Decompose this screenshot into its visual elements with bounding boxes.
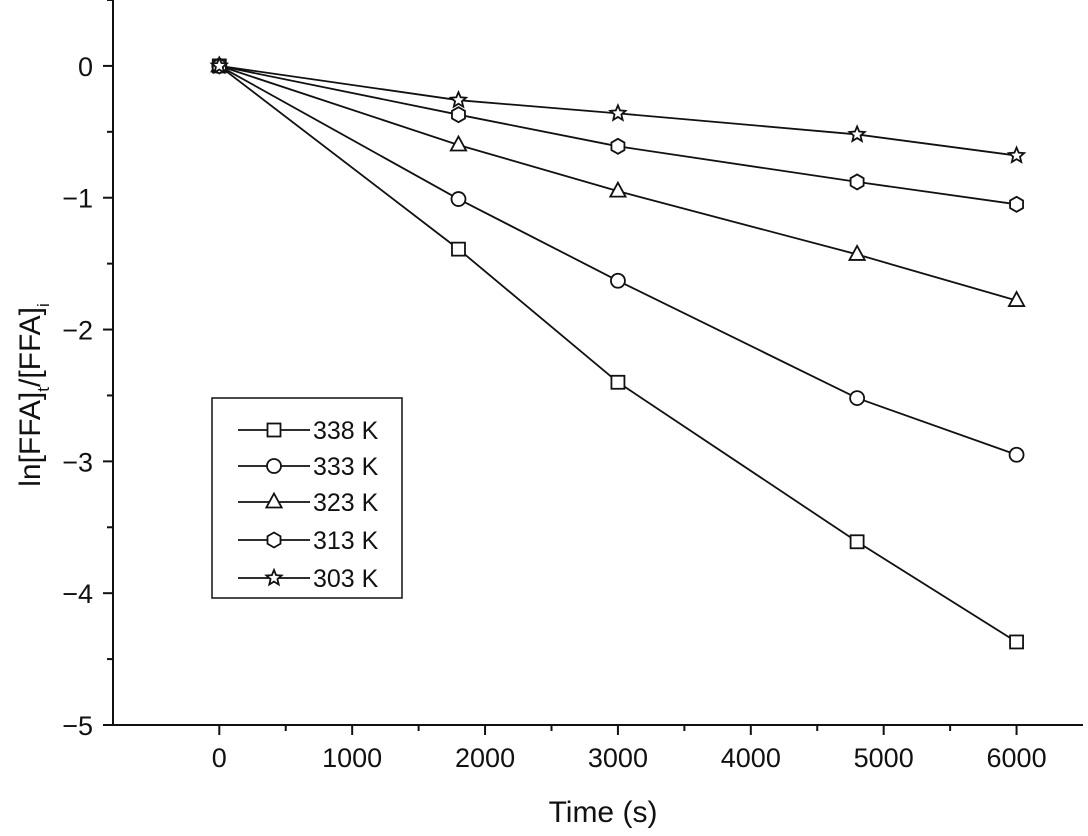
x-tick-label: 0 [212,743,227,773]
y-axis-title-sub1: t [34,387,53,392]
y-axis-title-sub2: i [34,303,53,307]
data-point [1007,290,1026,307]
legend-box [211,397,403,599]
data-point [209,55,230,75]
x-axis-ticks: 0 1000 2000 3000 4000 5000 6000 [212,725,1047,773]
legend-label: 338 K [313,417,379,445]
x-tick-label: 4000 [721,743,781,773]
y-axis-title: ln[FFA]t/[FFA]i [14,303,53,487]
data-point [849,534,865,550]
data-point [1009,195,1024,213]
legend-item: 303 K [238,565,379,593]
legend-item: 333 K [238,453,379,481]
legend-label: 333 K [313,453,379,481]
y-tick-label: −1 [62,184,93,214]
x-tick-label: 2000 [455,743,515,773]
data-point [1008,446,1025,463]
series-markers-star [209,55,1027,164]
data-point [847,124,867,143]
x-tick-label: 6000 [987,743,1047,773]
legend-marker [266,458,282,474]
y-axis-ticks: 0 −1 −2 −3 −4 −5 [62,0,113,741]
data-point [849,173,865,191]
x-tick-label: 1000 [322,743,382,773]
y-axis-title-base2: /[FFA] [14,307,47,387]
data-point [448,89,469,109]
legend-marker [266,422,282,438]
data-point [610,374,626,390]
legend-label: 303 K [313,565,379,593]
legend-label: 313 K [313,527,379,555]
legend-marker [264,491,284,509]
legend-items: 338 K 333 K 323 K 313 K 303 K [238,417,379,593]
y-tick-label: −3 [62,447,93,477]
y-tick-label: −5 [62,711,93,741]
legend-item: 313 K [238,527,379,555]
legend-item: 323 K [238,489,379,517]
data-point [451,106,466,124]
data-point [610,272,626,289]
legend-marker [264,567,284,587]
data-point [610,137,626,155]
series-layer [209,55,1027,650]
data-point [451,241,466,257]
data-point [847,244,867,261]
y-axis-title-base1: ln[FFA] [14,392,47,487]
legend-label: 323 K [313,489,379,517]
data-point [450,191,467,207]
legend: 338 K 333 K 323 K 313 K 303 K [211,397,403,599]
data-point [1006,145,1027,164]
y-tick-label: −2 [62,316,93,346]
legend-marker [266,531,282,549]
data-point [608,180,628,198]
data-point [849,390,866,406]
y-tick-label: −4 [62,579,93,609]
data-point [449,134,468,152]
legend-item: 338 K [238,417,379,445]
data-point [608,103,628,122]
data-point [1009,634,1024,650]
y-tick-label: 0 [78,52,93,82]
x-tick-label: 5000 [854,743,914,773]
x-axis-title: Time (s) [549,796,658,829]
x-tick-label: 3000 [588,743,648,773]
